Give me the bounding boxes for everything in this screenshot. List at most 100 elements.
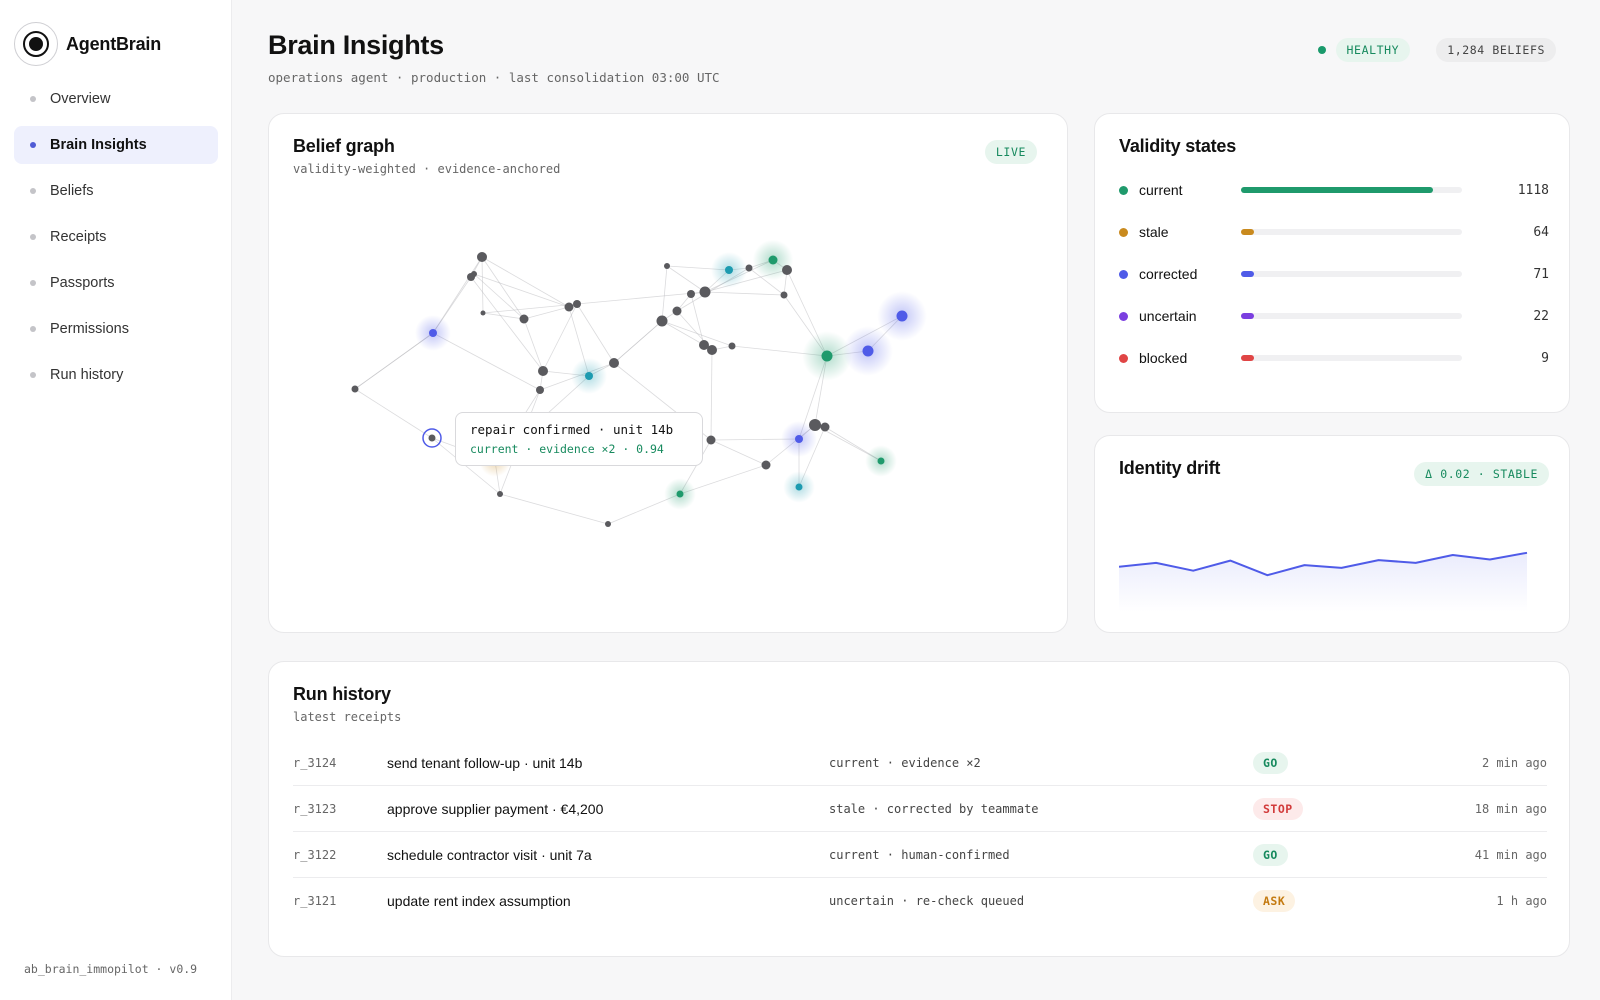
table-row[interactable]: r_3123 approve supplier payment · €4,200… — [293, 786, 1547, 832]
graph-edge — [431, 437, 501, 495]
graph-node[interactable] — [664, 263, 670, 269]
graph-node[interactable] — [564, 302, 574, 312]
selected-node-ring[interactable] — [422, 428, 442, 448]
sidebar-item-run-history[interactable]: Run history — [14, 356, 218, 394]
nav-dot-icon — [30, 372, 36, 378]
identity-drift-card: Identity drift Δ 0.02 · STABLE — [1094, 435, 1570, 633]
graph-node[interactable] — [768, 255, 778, 265]
verdict-badge: GO — [1253, 751, 1288, 774]
verdict-badge: GO — [1253, 843, 1288, 866]
sidebar-item-overview[interactable]: Overview — [14, 80, 218, 118]
graph-node[interactable] — [480, 310, 486, 316]
live-badge: LIVE — [984, 140, 1037, 164]
graph-node[interactable] — [538, 366, 548, 376]
sidebar-item-receipts[interactable]: Receipts — [14, 218, 218, 256]
graph-node[interactable] — [821, 350, 833, 362]
graph-node[interactable] — [896, 310, 908, 322]
graph-node[interactable] — [725, 266, 733, 274]
graph-node[interactable] — [862, 345, 874, 357]
graph-edge — [661, 320, 705, 346]
sidebar-item-permissions[interactable]: Permissions — [14, 310, 218, 348]
graph-node[interactable] — [428, 434, 436, 442]
graph-node[interactable] — [699, 286, 711, 298]
graph-node[interactable] — [497, 491, 503, 497]
tooltip-belief: repair confirmed · unit 14b — [470, 422, 674, 437]
graph-edges — [354, 256, 903, 525]
state-bar-track — [1241, 271, 1462, 277]
graph-node[interactable] — [573, 300, 581, 308]
belief-graph-title: Belief graph — [293, 136, 395, 156]
state-dot-icon — [1119, 185, 1128, 195]
graph-edge — [748, 267, 785, 296]
graph-node[interactable] — [585, 372, 593, 380]
graph-edge — [576, 291, 706, 305]
graph-node[interactable] — [536, 386, 544, 394]
sidebar-item-label: Run history — [50, 367, 124, 383]
state-bar-track — [1241, 355, 1462, 361]
graph-node[interactable] — [782, 265, 792, 275]
graph-node[interactable] — [728, 342, 736, 350]
graph-node[interactable] — [687, 290, 695, 298]
page-title: Brain Insights — [268, 30, 444, 60]
run-history-card: Run history latest receipts r_3124 send … — [268, 661, 1570, 957]
graph-node[interactable] — [676, 490, 684, 498]
run-history-subtitle: latest receipts — [293, 710, 402, 724]
sidebar-item-label: Permissions — [50, 321, 129, 337]
graph-node[interactable] — [351, 385, 359, 393]
sidebar-item-label: Overview — [50, 91, 111, 107]
nav-dot-icon — [30, 326, 36, 332]
version-label: ab_brain_immopilot · v0.9 — [24, 962, 198, 976]
graph-node[interactable] — [745, 264, 753, 272]
table-row[interactable]: r_3121 update rent index assumption unce… — [293, 878, 1547, 924]
graph-edge — [710, 439, 767, 466]
graph-node[interactable] — [656, 315, 668, 327]
node-tooltip: repair confirmed · unit 14b current · ev… — [455, 412, 703, 466]
graph-node[interactable] — [795, 483, 803, 491]
state-bar-fill — [1241, 229, 1254, 235]
state-dot-icon — [1119, 353, 1128, 363]
run-action: approve supplier payment · €4,200 — [387, 800, 604, 817]
graph-edge — [481, 256, 484, 314]
state-label: uncertain — [1139, 308, 1197, 324]
graph-node[interactable] — [471, 271, 477, 277]
graph-node[interactable] — [795, 435, 803, 443]
sidebar-item-label: Beliefs — [50, 183, 94, 199]
graph-nodes — [351, 252, 908, 527]
belief-graph-canvas[interactable] — [269, 114, 1069, 634]
graph-edge — [661, 320, 733, 347]
beliefs-count-badge: 1,284 BELIEFS — [1436, 38, 1556, 62]
graph-node[interactable] — [605, 521, 611, 527]
graph-node[interactable] — [477, 252, 487, 262]
graph-edge — [432, 332, 541, 391]
header-badges: HEALTHY 1,284 BELIEFS — [1317, 38, 1556, 62]
graph-node[interactable] — [761, 460, 771, 470]
graph-edge — [613, 320, 663, 364]
sidebar-item-brain-insights[interactable]: Brain Insights — [14, 126, 218, 164]
brand[interactable]: AgentBrain — [14, 22, 161, 66]
graph-edge — [473, 273, 570, 308]
sidebar-item-passports[interactable]: Passports — [14, 264, 218, 302]
graph-node[interactable] — [707, 345, 717, 355]
graph-node[interactable] — [519, 314, 529, 324]
graph-edge — [661, 265, 668, 322]
graph-node[interactable] — [809, 419, 821, 431]
run-status: stale · corrected by teammate — [829, 801, 1039, 816]
graph-node[interactable] — [706, 435, 716, 445]
graph-node[interactable] — [672, 306, 682, 316]
table-row[interactable]: r_3122 schedule contractor visit · unit … — [293, 832, 1547, 878]
run-action: update rent index assumption — [387, 893, 571, 909]
run-time: 2 min ago — [1481, 755, 1547, 770]
graph-node[interactable] — [429, 329, 437, 337]
graph-node[interactable] — [609, 358, 619, 368]
graph-node[interactable] — [780, 291, 788, 299]
run-id: r_3121 — [293, 894, 337, 908]
sidebar-item-beliefs[interactable]: Beliefs — [14, 172, 218, 210]
table-row[interactable]: r_3124 send tenant follow-up · unit 14b … — [293, 740, 1547, 786]
agentbrain-logo-icon — [14, 22, 58, 66]
graph-edge — [523, 318, 544, 372]
drift-area — [1119, 552, 1527, 612]
state-bar-track — [1241, 313, 1462, 319]
graph-node[interactable] — [820, 422, 830, 432]
graph-node[interactable] — [877, 457, 885, 465]
graph-node[interactable] — [699, 340, 709, 350]
